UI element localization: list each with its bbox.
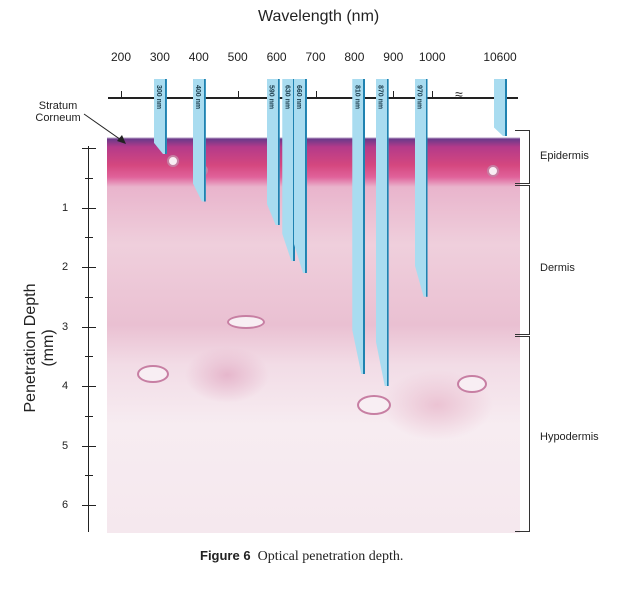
left-tick [82,267,96,268]
beam-label: 870 nm [376,85,384,110]
beam-label: 970 nm [415,85,423,110]
left-tick-label: 1 [62,201,69,214]
left-tick-label: 2 [62,261,69,273]
top-axis-line [108,97,518,99]
light-beam-590: 590 nm [266,79,280,226]
light-beam-660: 660 nm [293,79,307,273]
beam-label: 300 nm [154,85,162,110]
hypodermis-bracket [515,336,530,532]
tissue-vessel [227,315,265,329]
dermis-bracket [515,185,530,335]
left-tick [82,505,96,506]
caption: Figure 6 Optical penetration depth. [200,548,403,565]
beam-label: 630 nm [283,85,291,110]
layer-label-epidermis: Epidermis [540,150,589,162]
stratum-corneum-label: Stratum Corneum [35,100,81,124]
left-tick-label: 4 [62,380,69,392]
top-tick-label: 900 [383,50,404,64]
top-tick [432,91,434,98]
top-tick [393,91,395,98]
epidermis-bracket [515,130,530,184]
light-beam-630: 630 nm [282,79,296,262]
tissue-vessel [457,375,487,393]
top-tick-label: 200 [110,50,132,64]
skin-histology-image [107,125,520,533]
beam-label: 400 nm [193,85,201,110]
beam-label: 660 nm [294,85,302,110]
top-tick-label: 300 [149,50,170,64]
caption-label: Figure 6 [200,548,251,563]
left-tick [85,475,93,477]
layer-label-dermis: Dermis [540,262,575,274]
left-tick [85,356,93,358]
left-tick [82,326,96,328]
light-beam-870: 870 nm [375,79,389,386]
left-axis-title: Penetration Depth (mm) [22,283,57,413]
beam-label: 590 nm [267,85,275,110]
left-tick [82,386,96,387]
light-beam-300: 300 nm [153,79,167,154]
light-beam-970: 970 nm [414,79,428,297]
top-tick-label: 600 [266,50,287,64]
top-tick [121,91,122,98]
left-tick-label: 5 [62,439,69,452]
caption-text: Optical penetration depth. [257,549,404,564]
top-tick-label: 800 [344,50,365,64]
left-tick [85,177,93,179]
stratum-arrow [83,113,126,144]
light-beam-810: 810 nm [352,79,366,375]
left-tick-label: 3 [62,320,69,333]
left-tick [82,207,96,209]
left-axis-line [88,146,89,532]
top-axis-title: Wavelength (nm) [258,8,380,25]
top-tick [237,91,239,98]
left-tick-label: 6 [62,499,69,511]
top-tick-label: 700 [305,50,326,64]
left-tick [82,148,96,149]
top-tick-label: 10600 [483,50,517,64]
top-tick-label: 1000 [418,50,446,64]
tissue-vessel [357,395,391,415]
left-tick [82,445,96,447]
left-tick [85,237,93,239]
top-tick-label: 500 [227,50,248,64]
top-tick [315,91,317,98]
axis-break-icon: ≈ [455,86,463,102]
tissue-vessel [167,155,179,167]
light-beam-400: 400 nm [192,79,206,202]
layer-label-hypodermis: Hypodermis [540,431,599,443]
tissue-vessel [137,365,169,383]
tissue-vessel [487,165,499,177]
left-tick [85,415,93,417]
beam-label: 810 nm [353,85,361,110]
left-tick [85,296,93,298]
light-beam-10600 [494,79,507,137]
top-tick-label: 400 [188,50,209,64]
